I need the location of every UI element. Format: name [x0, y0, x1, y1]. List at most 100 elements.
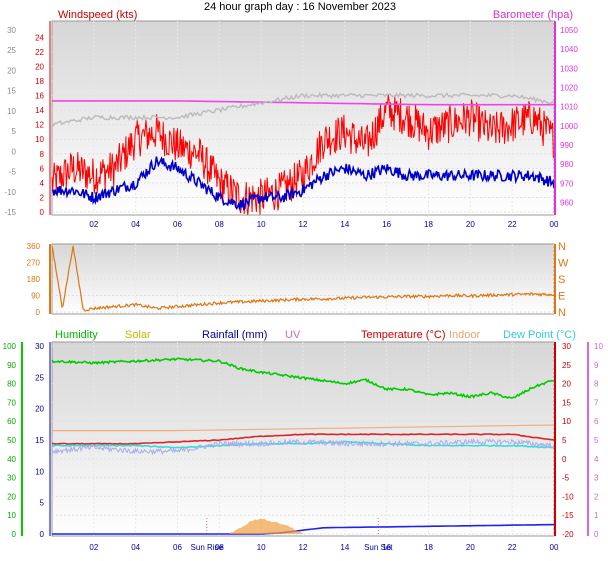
wind-tick-outer: 25 — [7, 46, 16, 55]
wind-x-tick: 14 — [340, 220, 349, 229]
uv-tick: 2 — [594, 492, 599, 501]
uv-tick: 9 — [594, 361, 599, 370]
multi-x-tick: 12 — [299, 543, 308, 552]
baro-tick: 1010 — [560, 103, 578, 112]
humidity-tick: 30 — [7, 474, 16, 483]
temp-tick: 20 — [562, 380, 571, 389]
uv-tick: 1 — [594, 511, 599, 520]
windspeed-label: Windspeed (kts) — [58, 9, 137, 21]
wind-tick-outer: 5 — [12, 127, 17, 136]
multi-x-tick: 10 — [257, 543, 266, 552]
multi-x-tick: 08 — [215, 543, 224, 552]
rain-tick: 15 — [35, 436, 44, 445]
uv-tick: 3 — [594, 474, 599, 483]
wind-x-tick: 16 — [382, 220, 391, 229]
dir-tick-left: 360 — [27, 242, 41, 251]
indoor-line — [52, 424, 555, 432]
multi-x-tick: 04 — [131, 543, 140, 552]
temp-tick: 0 — [562, 455, 567, 464]
wind-x-tick: 10 — [257, 220, 266, 229]
wind-x-tick: 12 — [299, 220, 308, 229]
rain-tick: 25 — [35, 373, 44, 382]
legend-temperature: Temperature (°C) — [361, 329, 445, 341]
humidity-tick: 20 — [7, 492, 16, 501]
uv-tick: 5 — [594, 436, 599, 445]
wind-tick-left: 24 — [35, 33, 44, 42]
wind-x-tick: 00 — [550, 220, 559, 229]
wind-tick-outer: 10 — [7, 107, 16, 116]
wind-tick-left: 14 — [35, 106, 44, 115]
humidity-tick: 70 — [7, 398, 16, 407]
feels-line — [51, 437, 555, 456]
legend-rainfall: Rainfall (mm) — [202, 329, 267, 341]
humidity-tick: 100 — [3, 342, 17, 351]
uv-tick: 6 — [594, 417, 599, 426]
uv-tick: 4 — [594, 455, 599, 464]
dir-tick-right: N — [558, 241, 566, 253]
wind-tick-outer: 20 — [7, 66, 16, 75]
wind-gust-line — [51, 94, 555, 215]
multi-x-tick: 16 — [382, 543, 391, 552]
dir-tick-right: W — [558, 258, 569, 270]
rain-tick: 10 — [35, 467, 44, 476]
legend-humidity: Humidity — [55, 329, 98, 341]
wind-tick-left: 22 — [35, 48, 44, 57]
baro-tick: 1000 — [560, 122, 578, 131]
multi-x-tick: 14 — [340, 543, 349, 552]
temp-tick: -15 — [562, 511, 574, 520]
wind-x-tick: 22 — [508, 220, 517, 229]
wind-x-tick: 08 — [215, 220, 224, 229]
wind-tick-outer: -10 — [4, 188, 16, 197]
wind-tick-left: 18 — [35, 77, 44, 86]
multi-x-tick: 02 — [89, 543, 98, 552]
multi-x-tick: 06 — [173, 543, 182, 552]
baro-tick: 1040 — [560, 45, 578, 54]
wind-x-tick: 18 — [424, 220, 433, 229]
legend-dewpoint: Dew Point (°C) — [503, 329, 576, 341]
wind-tick-left: 10 — [35, 135, 44, 144]
multi-legend: Humidity Solar Rainfall (mm) UV Temperat… — [55, 329, 576, 341]
dir-tick-left: 270 — [27, 259, 41, 268]
wind-tick-outer: 0 — [12, 147, 17, 156]
dir-tick-right: S — [558, 274, 565, 286]
multi-x-tick: 00 — [550, 543, 559, 552]
temp-tick: 30 — [562, 342, 571, 351]
multi-x-tick: 18 — [424, 543, 433, 552]
uv-tick: 7 — [594, 398, 599, 407]
wind-tick-left: 2 — [40, 193, 45, 202]
humidity-tick: 40 — [7, 455, 16, 464]
legend-uv: UV — [285, 329, 301, 341]
wind-tick-left: 20 — [35, 62, 44, 71]
baro-tick: 990 — [560, 141, 574, 150]
wind-tick-left: 16 — [35, 92, 44, 101]
baro-tick: 960 — [560, 198, 574, 207]
temp-tick: 25 — [562, 361, 571, 370]
wind-tick-left: 0 — [40, 208, 45, 217]
wind-x-tick: 04 — [131, 220, 140, 229]
temp-tick: -20 — [562, 530, 574, 539]
humidity-tick: 10 — [7, 511, 16, 520]
dir-tick-right: E — [558, 291, 565, 303]
legend-indoor: Indoor — [449, 329, 481, 341]
dir-tick-right: N — [558, 307, 566, 319]
uv-tick: 8 — [594, 380, 599, 389]
barometer-label: Barometer (hpa) — [493, 9, 573, 21]
humidity-tick: 80 — [7, 380, 16, 389]
humidity-tick: 90 — [7, 361, 16, 370]
dir-tick-left: 0 — [36, 308, 41, 317]
wind-tick-left: 8 — [40, 150, 45, 159]
direction-panel-bg — [51, 243, 555, 315]
temp-tick: 5 — [562, 436, 567, 445]
wind-grey-line — [51, 91, 555, 127]
wind-speed-line — [51, 156, 555, 211]
dir-tick-left: 90 — [31, 292, 40, 301]
solar-area — [229, 518, 303, 534]
wind-tick-outer: 15 — [7, 87, 16, 96]
temperature-line — [51, 433, 555, 445]
sun-annotation: Sun Rise — [191, 543, 224, 552]
wind-tick-left: 4 — [40, 179, 45, 188]
wind-tick-left: 6 — [40, 164, 45, 173]
multi-x-tick: 22 — [508, 543, 517, 552]
temp-tick: -5 — [562, 474, 570, 483]
